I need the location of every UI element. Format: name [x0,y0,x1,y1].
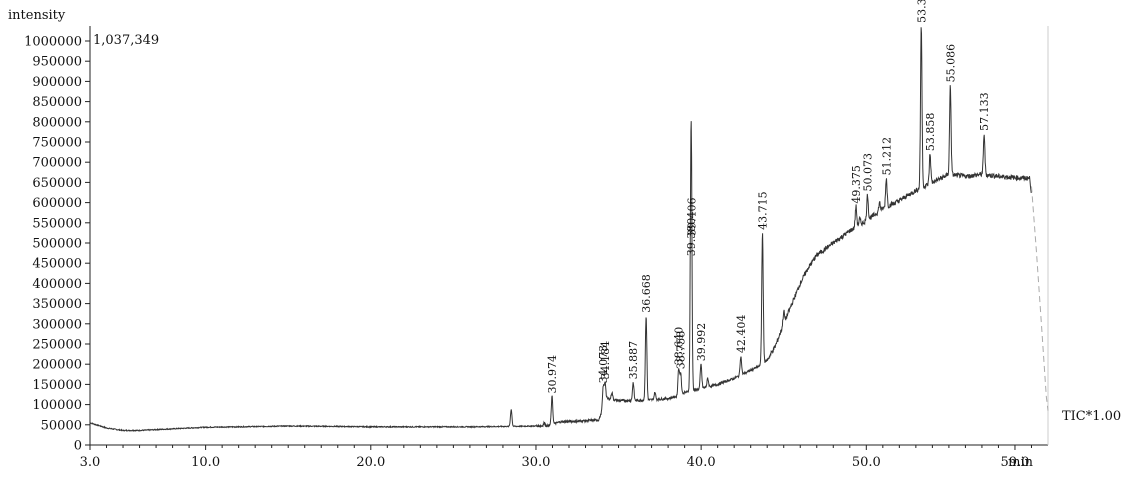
peak-label: 49.375 [850,165,863,204]
peak-label-group: 50.073 [862,153,875,192]
peak-label-group: 38.758 [675,331,688,370]
x-tick-label: 50.0 [852,455,881,470]
y-tick-label: 150000 [32,378,82,393]
y-tick-label: 800000 [32,115,82,130]
max-intensity-label: 1,037,349 [93,33,159,48]
peak-label-group: 53.858 [924,113,937,152]
trace-group [89,27,1049,432]
peak-label: 51.212 [880,137,893,176]
peak-label: 39.992 [695,323,708,362]
x-tick-label: 20.0 [356,455,385,470]
peak-label-group: 53.327 [915,0,928,23]
peak-label: 42.404 [735,315,748,354]
y-tick-label: 0 [74,439,82,454]
peak-label-group: 55.086 [944,44,957,83]
peak-label-group: 42.404 [735,315,748,354]
peak-label: 53.858 [924,113,937,152]
y-tick-label: 300000 [32,317,82,332]
y-tick-label: 700000 [32,156,82,171]
y-tick-label: 550000 [32,216,82,231]
peak-label-group: 30.974 [546,355,559,394]
peak-label-group: 36.668 [640,274,653,313]
tic-trace [89,27,1032,432]
peak-label: 43.715 [757,191,770,230]
y-tick-label: 650000 [32,176,82,191]
peak-label-group: 51.212 [880,137,893,176]
x-tick-label: 40.0 [687,455,716,470]
y-tick-label: 850000 [32,95,82,110]
y-tick-label: 250000 [32,338,82,353]
y-tick-label: 450000 [32,257,82,272]
peak-label: 38.758 [675,331,688,370]
y-tick-label: 50000 [41,418,82,433]
y-tick-label: 200000 [32,358,82,373]
y-tick-label: 600000 [32,196,82,211]
y-tick-group: 0 50000 100000 150000 200000 250000 300000 3500… [24,35,90,454]
y-tick-label: 1000000 [24,35,82,50]
y-tick-label: 350000 [32,297,82,312]
peak-label: 39.380 [685,218,698,257]
x-tick-label: 3.0 [80,455,101,470]
peak-label: 53.327 [915,0,928,23]
peak-label-group: 34.073 [597,345,610,384]
y-tick-label: 500000 [32,237,82,252]
y-tick-label: 100000 [32,398,82,413]
peak-label: 34.073 [597,345,610,384]
y-tick-label: 900000 [32,75,82,90]
y-tick-label: 950000 [32,55,82,70]
x-tick-label: 10.0 [191,455,220,470]
peak-label-group: 35.887 [627,341,640,380]
trace-label: TIC*1.00 [1062,409,1121,424]
peak-label-group: 39.406 [685,198,698,237]
y-axis-title: intensity [8,8,66,23]
peak-label: 35.887 [627,341,640,380]
y-tick-label: 400000 [32,277,82,292]
peak-label: 50.073 [862,153,875,192]
peak-label-group: 49.375 [850,165,863,204]
peak-label: 30.974 [546,355,559,394]
peak-label: 39.406 [685,198,698,237]
trace-tail [1031,186,1049,411]
peak-label: 57.133 [978,92,991,131]
peak-label: 38.640 [673,327,686,366]
x-tick-group: 3.0 10.0 20.0 30.0 40.0 50.0 59.0 [80,445,1032,470]
peak-label-group: 39.380 [685,218,698,257]
y-tick-label: 750000 [32,136,82,151]
peak-label-group: 43.715 [757,191,770,230]
peak-label-group: 38.640 [673,327,686,366]
peak-label: 36.668 [640,274,653,313]
peak-label-group: 57.133 [978,92,991,131]
peak-label: 55.086 [944,44,957,83]
x-tick-label: 30.0 [521,455,550,470]
peak-label: 34.184 [599,341,612,380]
x-tick-label: 59.0 [1000,455,1029,470]
x-axis-title: min [1008,455,1033,470]
peak-label-group: 39.992 [695,323,708,362]
peak-label-group: 34.184 [599,341,612,380]
